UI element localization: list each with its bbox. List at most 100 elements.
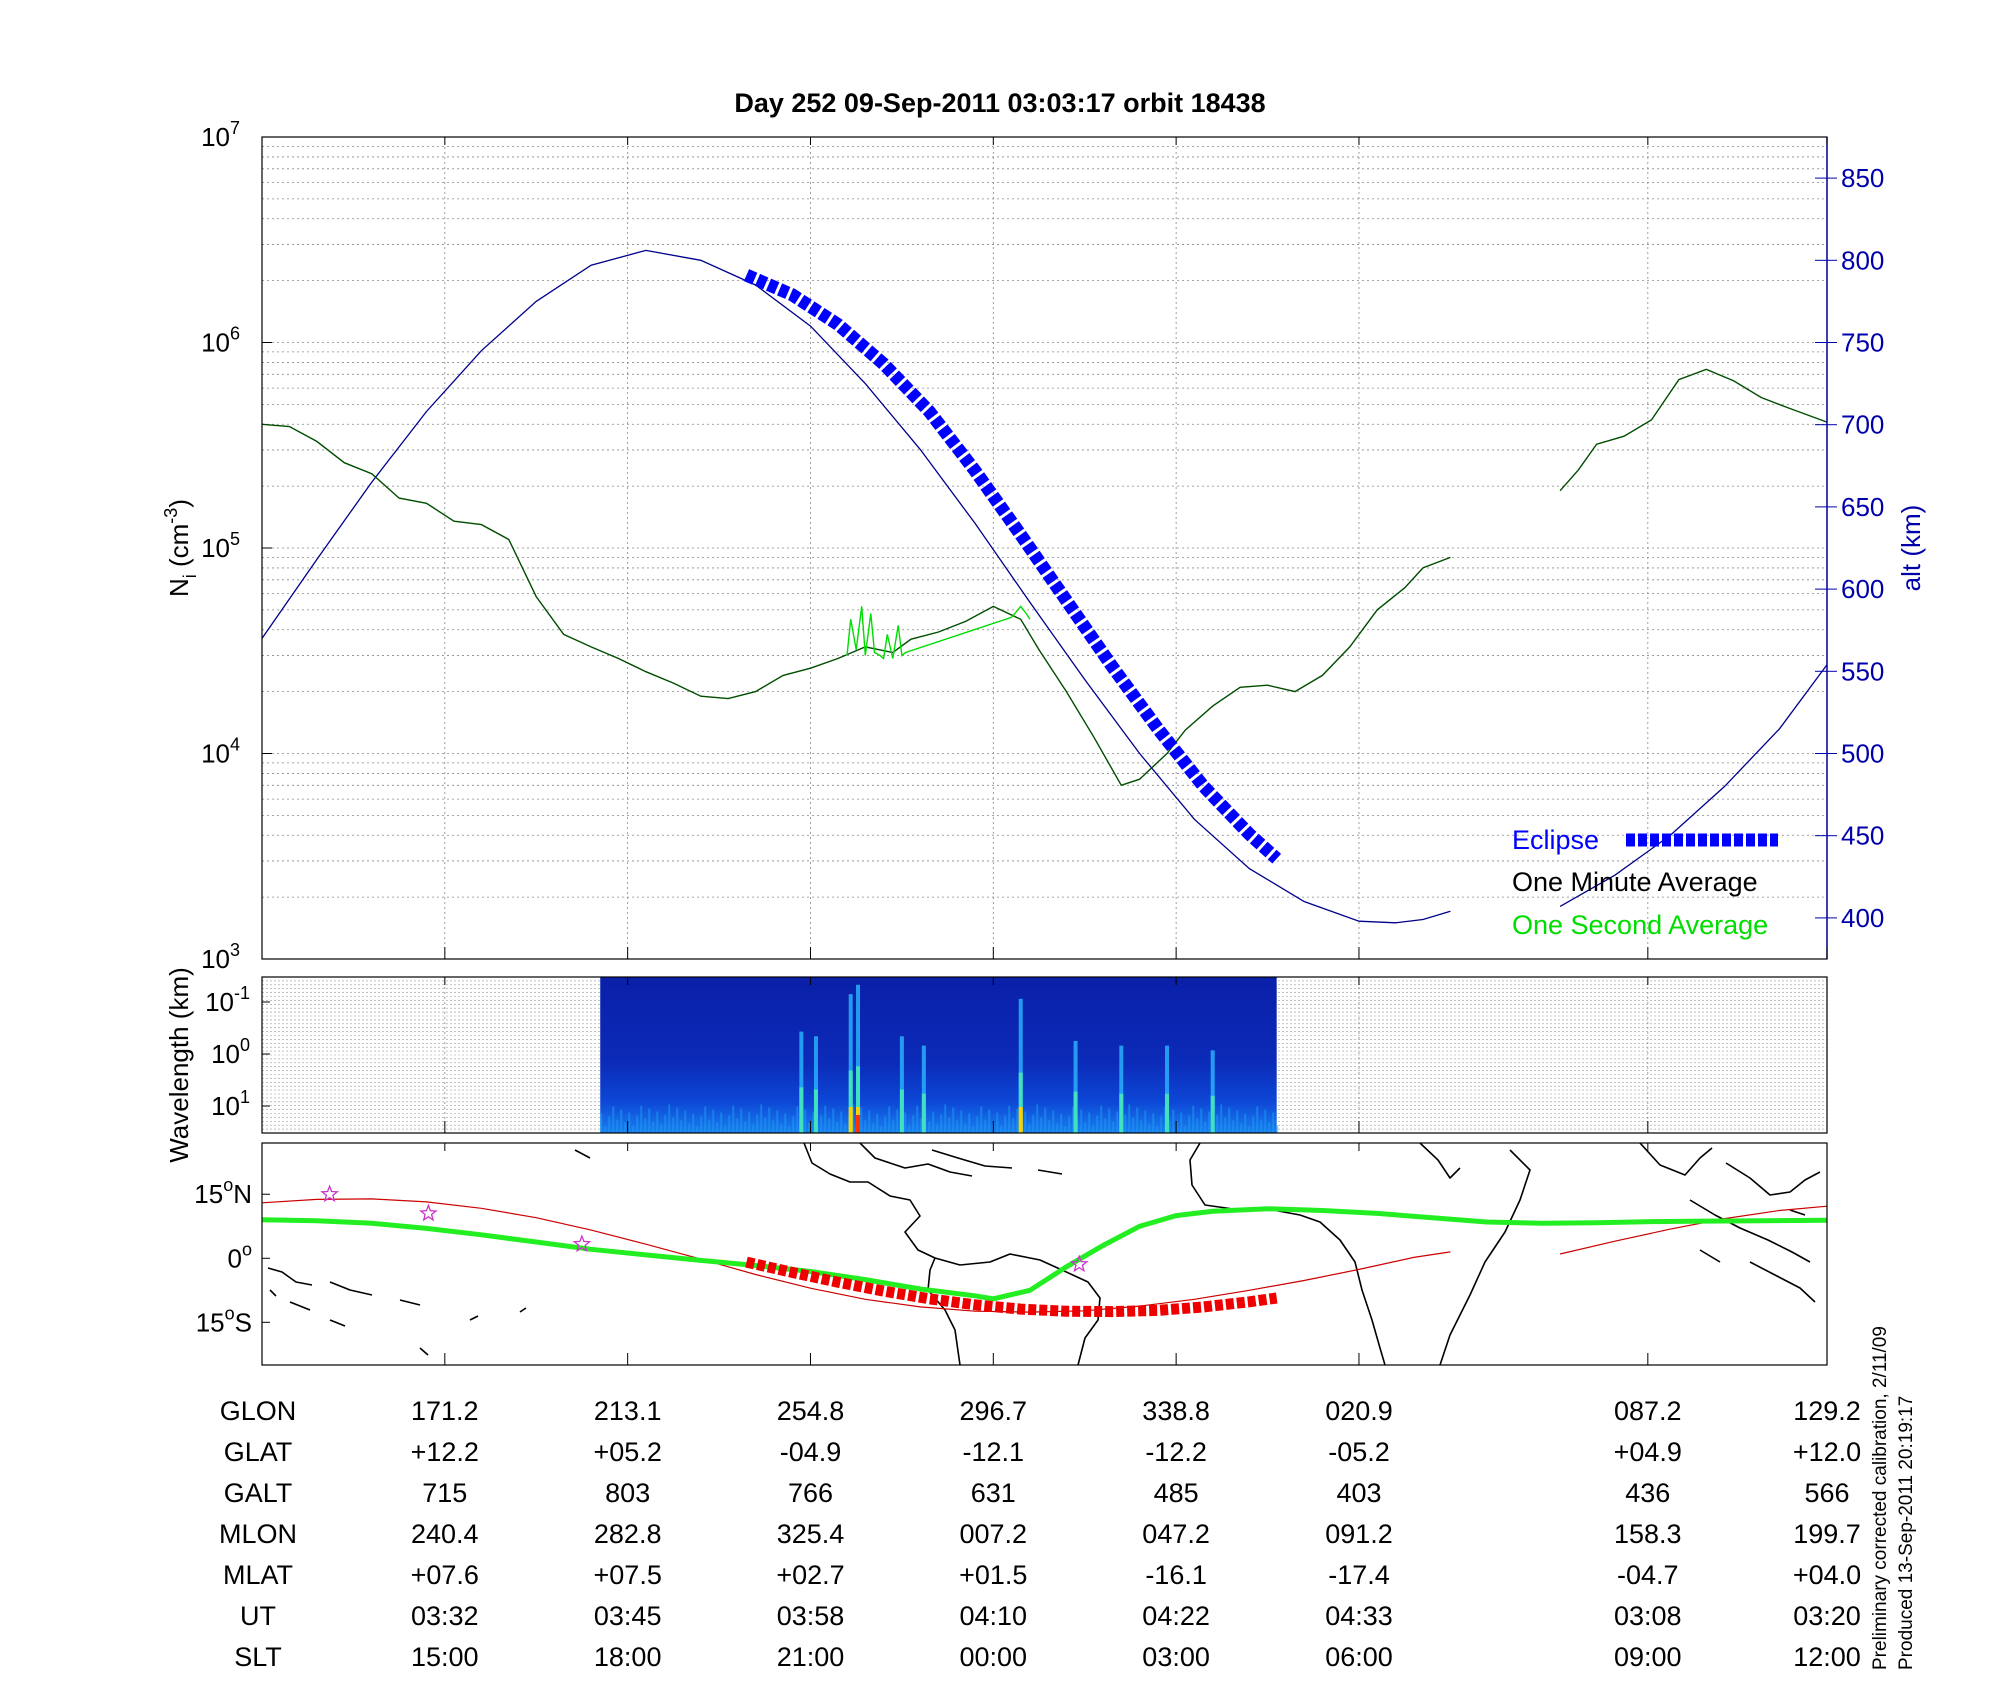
spectrogram-texture xyxy=(820,1115,823,1133)
table-cell: 020.9 xyxy=(1325,1396,1393,1426)
spectrogram-texture xyxy=(1180,1112,1183,1133)
spectrogram-spike xyxy=(856,984,861,1133)
altitude-line xyxy=(1559,664,1828,907)
spectrogram-texture xyxy=(736,1118,739,1133)
table-cell: +07.6 xyxy=(410,1560,479,1590)
altitude-y-tick-label: 750 xyxy=(1841,328,1884,358)
spectrogram-texture xyxy=(1116,1111,1119,1133)
table-cell: 03:00 xyxy=(1142,1642,1210,1672)
spectrogram-texture xyxy=(668,1104,671,1133)
spectrogram-texture xyxy=(944,1104,947,1133)
density-panel: 103 104 105 106 107 400 450 500 550 600 650 700 750… xyxy=(161,118,1926,974)
spectrogram-texture xyxy=(1088,1112,1091,1133)
table-row-label: MLAT xyxy=(222,1560,293,1590)
spectrogram-texture xyxy=(1080,1109,1083,1133)
spectrogram-texture xyxy=(884,1116,887,1133)
density-y-ticks: 103 104 105 106 107 xyxy=(201,118,272,974)
legend-eclipse-label: Eclipse xyxy=(1512,825,1599,855)
altitude-y-tick-label: 800 xyxy=(1841,245,1884,275)
spectrogram-spike-core xyxy=(1210,1095,1215,1133)
spectrogram-texture xyxy=(1052,1110,1055,1133)
spectrogram-image xyxy=(600,977,1279,1133)
altitude-y-ticks: 400 450 500 550 600 650 700 750 800 850 xyxy=(1815,137,1884,959)
table-cell: 254.8 xyxy=(776,1396,845,1426)
spectrogram-texture xyxy=(632,1125,635,1133)
spectrogram-texture xyxy=(968,1113,971,1133)
spectrogram-texture xyxy=(1172,1109,1175,1133)
spectrogram-texture xyxy=(1268,1122,1271,1133)
table-cell: 766 xyxy=(787,1478,834,1508)
spectrogram-texture xyxy=(996,1112,999,1133)
spectrogram-texture xyxy=(836,1121,839,1133)
shared-x-ticks xyxy=(444,137,1828,1365)
spectrogram-texture xyxy=(700,1116,703,1133)
spectrogram-texture xyxy=(984,1119,987,1133)
spectrogram-spike xyxy=(921,1045,926,1133)
table-cell: +02.7 xyxy=(776,1560,845,1590)
spectrogram-texture xyxy=(1100,1105,1103,1133)
table-cell: +01.5 xyxy=(959,1560,1028,1590)
altitude-y-tick-label: 550 xyxy=(1841,656,1884,686)
spectrogram-texture xyxy=(1112,1121,1115,1133)
spectrogram-texture xyxy=(1000,1125,1003,1133)
spectrogram-texture xyxy=(740,1108,743,1133)
spectrogram-texture xyxy=(1204,1121,1207,1133)
eclipse-ground-track xyxy=(745,1256,1278,1318)
spectrogram-texture xyxy=(1160,1116,1163,1133)
spectrogram-texture xyxy=(768,1107,771,1133)
altitude-y-tick-label: 700 xyxy=(1841,410,1884,440)
altitude-line xyxy=(261,249,1451,924)
ground-track-line xyxy=(261,1198,1451,1313)
spectrogram-texture xyxy=(608,1116,611,1133)
spectrogram-y-label: Wavelength (km) xyxy=(164,967,194,1163)
table-row-label: UT xyxy=(240,1601,276,1631)
table-cell: 282.8 xyxy=(593,1519,662,1549)
map-lines xyxy=(261,1184,1828,1318)
spectrogram-texture xyxy=(1252,1116,1255,1133)
table-cell: 04:10 xyxy=(959,1601,1028,1631)
spectrogram-texture xyxy=(712,1109,715,1133)
table-cell: 158.3 xyxy=(1614,1519,1682,1549)
spectrogram-spike xyxy=(1073,1040,1078,1133)
spectrogram-spike xyxy=(899,1036,904,1133)
legend-one-second-label: One Second Average xyxy=(1512,910,1768,940)
table-cell: 03:20 xyxy=(1793,1601,1861,1631)
spectrogram-texture xyxy=(1256,1106,1259,1133)
altitude-y-tick-label: 850 xyxy=(1841,163,1884,193)
spectrogram-texture xyxy=(888,1106,891,1133)
spectrogram-texture xyxy=(1260,1119,1263,1133)
spectrogram-texture xyxy=(952,1107,955,1133)
figure-title: Day 252 09-Sep-2011 03:03:17 orbit 18438 xyxy=(734,88,1265,118)
table-cell: +05.2 xyxy=(593,1437,662,1467)
table-cell: 715 xyxy=(422,1478,468,1508)
spectrogram-texture xyxy=(788,1126,791,1133)
spectrogram-texture xyxy=(872,1123,875,1133)
spectrogram-texture xyxy=(688,1123,691,1133)
spectrogram-spike xyxy=(813,1036,818,1133)
spectrogram-texture xyxy=(636,1115,639,1133)
table-cell: 03:58 xyxy=(776,1601,845,1631)
spectrogram-texture xyxy=(1200,1108,1203,1133)
spectrogram-texture xyxy=(876,1113,879,1133)
spectrogram-texture xyxy=(796,1106,799,1133)
spectrogram-spike xyxy=(1018,998,1023,1133)
table-cell: 03:32 xyxy=(411,1601,479,1631)
spectrogram-texture xyxy=(880,1126,883,1133)
map-y-ticks: 15oN 0o 15oS xyxy=(194,1175,270,1337)
spectrogram-spike-core xyxy=(1018,1072,1023,1133)
table-cell: 091.2 xyxy=(1325,1519,1393,1549)
table-cell: 338.8 xyxy=(1142,1396,1210,1426)
spectrogram-texture xyxy=(776,1110,779,1133)
spectrogram-texture xyxy=(860,1107,863,1133)
spectrogram-texture xyxy=(908,1125,911,1133)
spectrogram-texture xyxy=(1184,1125,1187,1133)
spectrogram-texture xyxy=(684,1110,687,1133)
table-row: GALT 715 803 766 631 485 403 436 566 xyxy=(0,1473,2000,1513)
spectrogram-texture xyxy=(744,1121,747,1133)
star-marker xyxy=(320,1184,340,1203)
spectrogram-spike-core xyxy=(921,1093,926,1133)
spectrogram-texture xyxy=(1012,1118,1015,1133)
table-cell: -04.9 xyxy=(779,1437,842,1467)
map-y-tick-label: 15oS xyxy=(196,1303,252,1337)
spectrogram-texture xyxy=(792,1116,795,1133)
